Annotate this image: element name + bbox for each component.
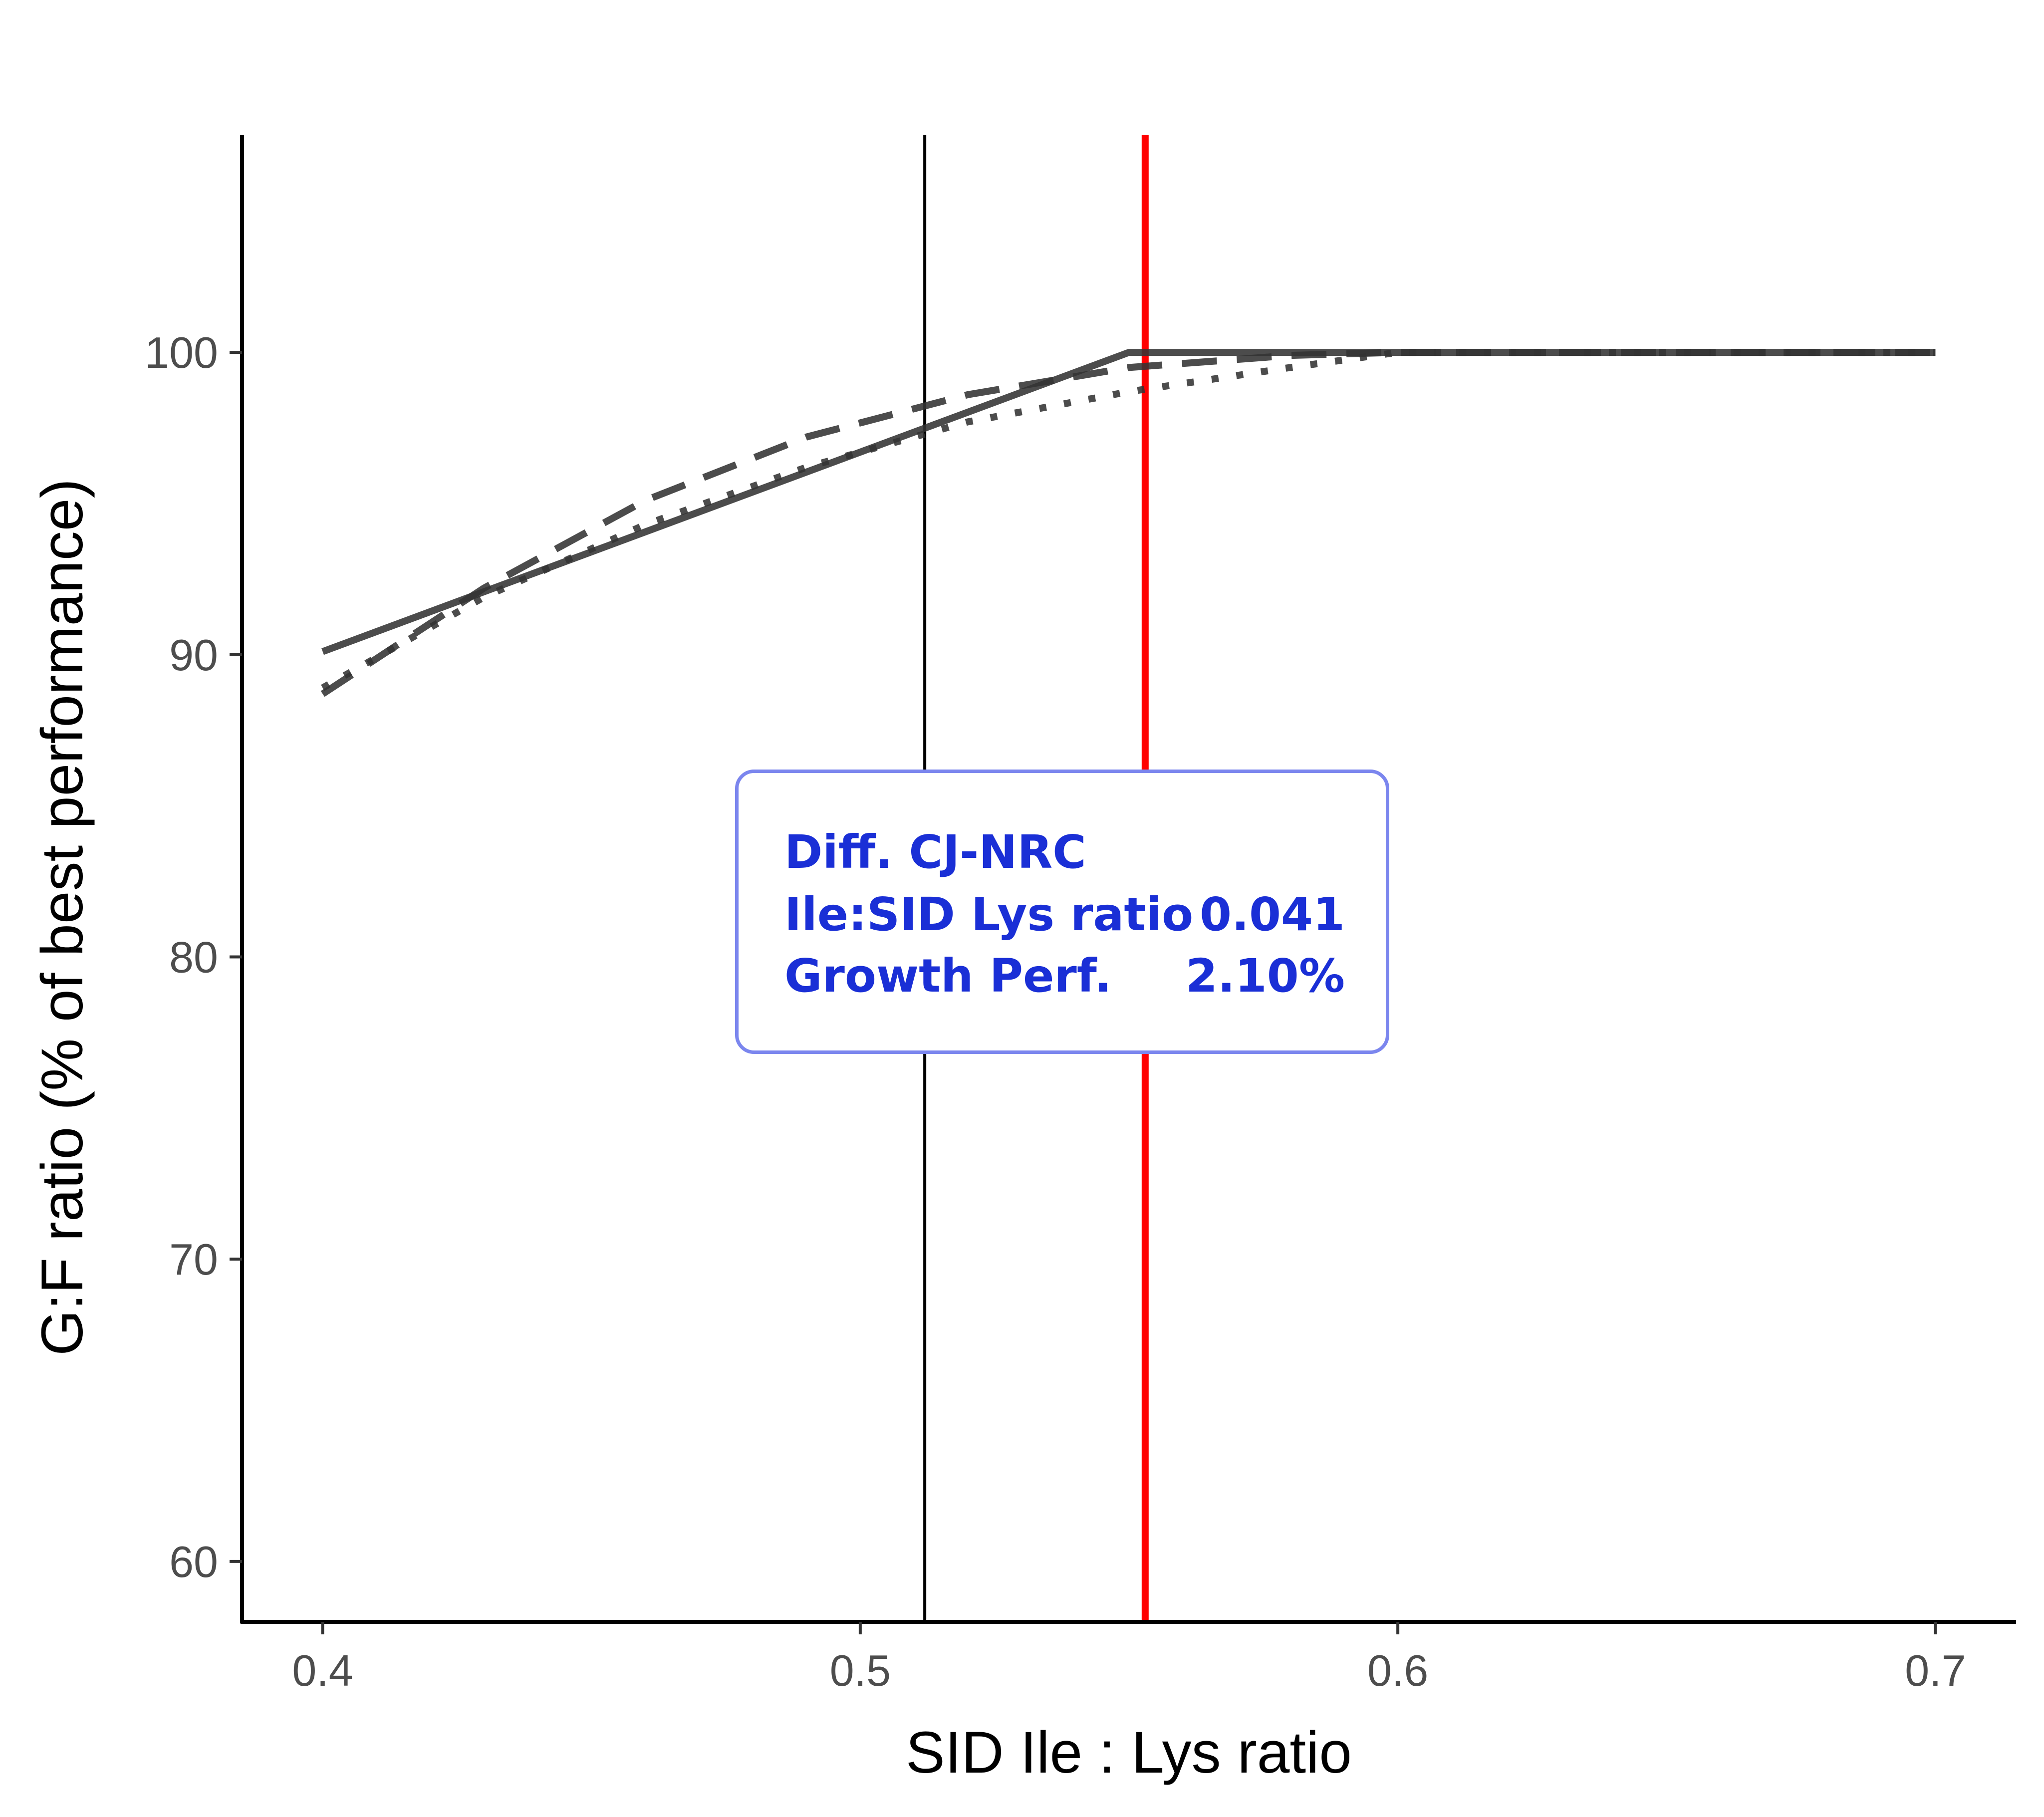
annotation-row: Growth Perf. 2.10% <box>784 949 1345 1003</box>
annotation-box: Diff. CJ-NRC Ile:SID Lys ratio 0.041 Gro… <box>735 770 1389 1054</box>
annotation-title: Diff. CJ-NRC <box>784 825 1086 879</box>
annotation-label: Ile:SID Lys ratio <box>784 888 1194 941</box>
x-tick-label: 0.4 <box>292 1646 353 1695</box>
series-lines <box>320 349 1936 697</box>
series-line-dashed <box>320 349 1936 697</box>
axes: 60 70 80 90 100 0.4 0.5 0.6 0.7 <box>145 135 2016 1695</box>
x-tick-label: 0.6 <box>1367 1646 1428 1695</box>
y-tick-label: 100 <box>145 328 218 377</box>
annotation-value: 0.041 <box>1199 888 1345 941</box>
series-line-dotted <box>321 349 1936 691</box>
y-tick-label: 70 <box>169 1235 218 1284</box>
x-tick-label: 0.5 <box>830 1646 891 1695</box>
annotation-label: Growth Perf. <box>784 949 1112 1003</box>
y-tick-label: 90 <box>169 630 218 680</box>
y-tick-label: 60 <box>169 1537 218 1586</box>
y-axis-title: G:F ratio (% of best performance) <box>29 479 95 1356</box>
annotation-row: Ile:SID Lys ratio 0.041 <box>784 888 1345 941</box>
x-axis-title: SID Ile : Lys ratio <box>906 1720 1352 1786</box>
x-tick-label: 0.7 <box>1905 1646 1966 1695</box>
series-line-solid <box>321 349 1936 655</box>
annotation-value: 2.10% <box>1185 949 1345 1003</box>
y-tick-label: 80 <box>169 932 218 982</box>
